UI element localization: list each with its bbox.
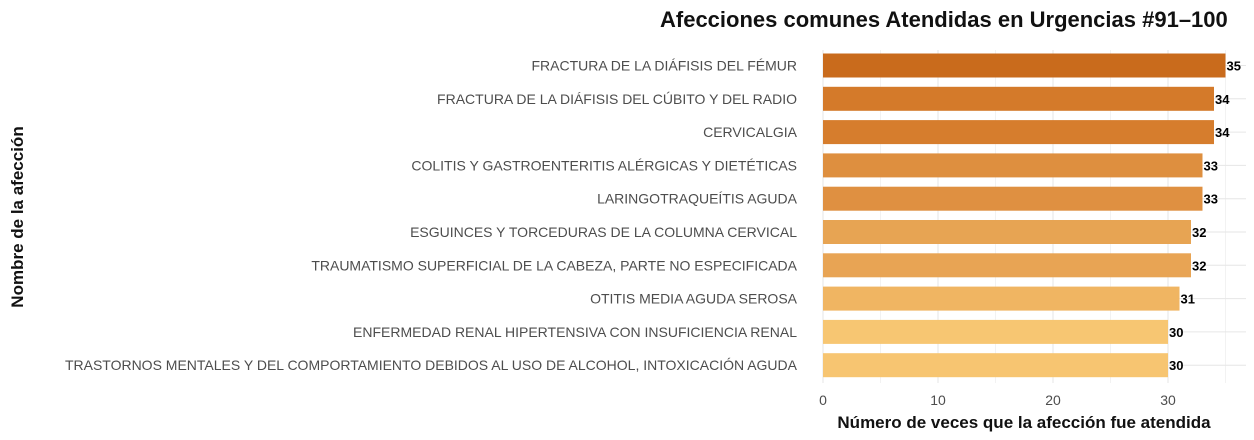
category-labels: FRACTURA DE LA DIÁFISIS DEL FÉMUR FRACTUR… xyxy=(65,58,798,374)
x-tick-label: 30 xyxy=(1160,392,1176,408)
data-label: 34 xyxy=(1215,125,1230,140)
bar xyxy=(823,53,1226,78)
x-axis-title: Número de veces que la afección fue aten… xyxy=(837,413,1211,432)
x-axis-ticks: 0 10 20 30 xyxy=(819,392,1176,408)
category-label: ENFERMEDAD RENAL HIPERTENSIVA CON INSUFI… xyxy=(353,324,797,340)
category-label: TRAUMATISMO SUPERFICIAL DE LA CABEZA, PA… xyxy=(311,257,797,273)
bar xyxy=(823,186,1203,211)
category-label: TRASTORNOS MENTALES Y DEL COMPORTAMIENTO… xyxy=(65,357,798,373)
data-label: 31 xyxy=(1181,292,1195,307)
bar xyxy=(823,86,1214,111)
data-label: 33 xyxy=(1204,192,1218,207)
data-label: 33 xyxy=(1204,158,1218,173)
bar xyxy=(823,120,1214,145)
data-label: 30 xyxy=(1169,358,1183,373)
category-label: FRACTURA DE LA DIÁFISIS DEL CÚBITO Y DEL… xyxy=(437,91,797,107)
bar xyxy=(823,153,1203,178)
category-label: FRACTURA DE LA DIÁFISIS DEL FÉMUR xyxy=(531,58,797,74)
bar xyxy=(823,286,1180,311)
data-label: 32 xyxy=(1192,225,1206,240)
category-label: ESGUINCES Y TORCEDURAS DE LA COLUMNA CER… xyxy=(410,224,797,240)
bars xyxy=(823,53,1226,378)
y-axis-title: Nombre de la afección xyxy=(8,126,27,307)
chart-title: Afecciones comunes Atendidas en Urgencia… xyxy=(660,7,1228,32)
category-label: OTITIS MEDIA AGUDA SEROSA xyxy=(590,291,798,307)
x-tick-label: 0 xyxy=(819,392,827,408)
data-labels: 35 34 34 33 33 32 32 31 30 30 xyxy=(1169,59,1241,374)
bar xyxy=(823,253,1191,278)
x-tick-label: 20 xyxy=(1045,392,1061,408)
category-label: COLITIS Y GASTROENTERITIS ALÉRGICAS Y DI… xyxy=(411,157,797,173)
data-label: 32 xyxy=(1192,258,1206,273)
category-label: CERVICALGIA xyxy=(703,124,798,140)
bar xyxy=(823,220,1191,244)
data-label: 30 xyxy=(1169,325,1183,340)
category-label: LARINGOTRAQUEÍTIS AGUDA xyxy=(597,191,798,207)
data-label: 34 xyxy=(1215,92,1230,107)
x-tick-label: 10 xyxy=(930,392,946,408)
data-label: 35 xyxy=(1227,59,1241,74)
bar xyxy=(823,353,1168,378)
bar xyxy=(823,319,1168,344)
